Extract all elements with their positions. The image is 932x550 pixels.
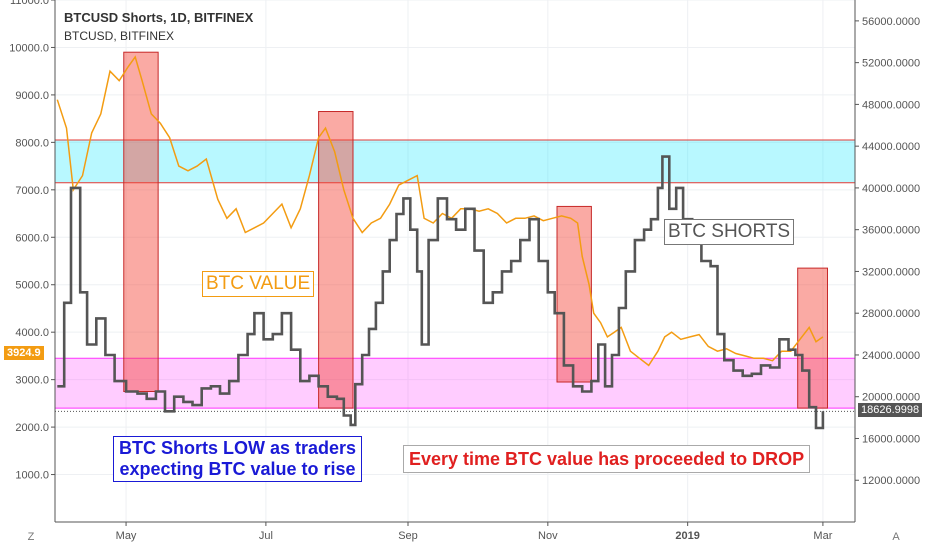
y-right-tick-label: 28000.0000: [862, 308, 920, 320]
shorts-low-note: BTC Shorts LOW as traders expecting BTC …: [113, 436, 363, 482]
y-left-tick-label: 5000.0: [15, 280, 49, 292]
shorts-low-line1: BTC Shorts LOW as traders: [119, 438, 357, 458]
btc-shorts-label: BTC SHORTS: [664, 219, 795, 245]
y-right-tick-label: 52000.0000: [862, 58, 920, 70]
y-right-tick-label: 24000.0000: [862, 350, 920, 362]
zoom-icon[interactable]: Z: [27, 531, 35, 543]
y-left-tick-label: 1000.0: [15, 470, 49, 482]
y-right-tick-label: 16000.0000: [862, 433, 920, 445]
x-tick-label: May: [116, 530, 137, 542]
y-left-tick-label: 3000.0: [15, 375, 49, 387]
resistance-zone: [55, 139, 855, 183]
y-left-tick-label: 2000.0: [15, 422, 49, 434]
y-right-tick-label: 44000.0000: [862, 141, 920, 153]
x-tick-label: Jul: [259, 530, 273, 542]
y-left-tick-label: 7000.0: [15, 185, 49, 197]
y-right-tick-label: 36000.0000: [862, 225, 920, 237]
y-right-tick-label: 12000.0000: [862, 475, 920, 487]
y-left-tick-label: 4000.0: [15, 327, 49, 339]
btc-value-label: BTC VALUE: [202, 271, 315, 297]
shorts-last-badge: 18626.9998: [858, 403, 923, 417]
shorts-low-line2: expecting BTC value to rise: [119, 459, 356, 479]
drop-box: [797, 267, 828, 409]
drop-box: [556, 205, 592, 383]
chart-subtitle: BTCUSD, BITFINEX: [64, 29, 175, 43]
x-tick-label: 2019: [675, 530, 699, 542]
drop-note: Every time BTC value has proceeded to DR…: [403, 445, 811, 473]
x-tick-label: Mar: [813, 530, 832, 542]
y-left-tick-label: 10000.0: [9, 42, 49, 54]
y-right-tick-label: 32000.0000: [862, 266, 920, 278]
drop-box: [123, 51, 159, 392]
y-right-tick-label: 48000.0000: [862, 99, 920, 111]
drop-box: [318, 111, 354, 409]
y-left-tick-label: 11000.0: [10, 0, 49, 7]
x-tick-label: Sep: [398, 530, 418, 542]
x-tick-label: Nov: [538, 530, 558, 542]
support-zone: [55, 358, 855, 409]
chart-title: BTCUSD Shorts, 1D, BITFINEX: [64, 10, 254, 25]
y-right-tick-label: 56000.0000: [862, 16, 920, 28]
btc-value-line: [56, 55, 824, 367]
axes: 1000.0 2000.0 3000.0 4000.0 5000.0 6000.0 7000…: [9, 0, 920, 542]
y-left-tick-label: 9000.0: [15, 90, 49, 102]
zones: [55, 139, 855, 412]
y-right-tick-label: 40000.0000: [862, 183, 920, 195]
auto-scale-icon[interactable]: A: [892, 531, 900, 543]
y-left-tick-label: 6000.0: [15, 232, 49, 244]
price-last-badge: 3924.9: [4, 346, 44, 360]
y-left-tick-label: 8000.0: [15, 137, 49, 149]
y-right-tick-label: 20000.0000: [862, 392, 920, 404]
